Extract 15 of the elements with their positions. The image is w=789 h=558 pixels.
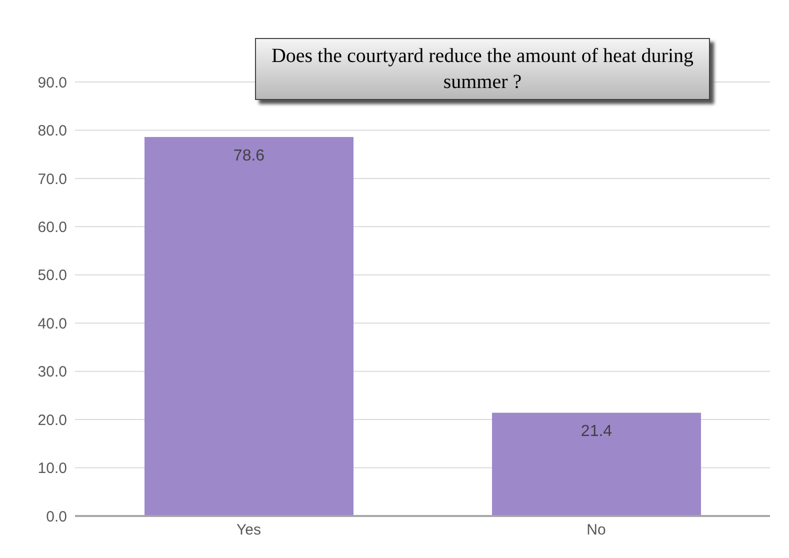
y-tick-label: 50.0 <box>38 267 67 284</box>
y-tick-label: 10.0 <box>38 460 67 478</box>
data-label: 78.6 <box>233 147 265 164</box>
y-tick-label: 0.0 <box>46 508 67 526</box>
y-tick-label: 70.0 <box>38 170 67 188</box>
y-tick-label: 80.0 <box>38 122 67 140</box>
data-label: 21.4 <box>580 423 612 440</box>
x-tick-label: No <box>586 522 606 539</box>
y-tick-label: 20.0 <box>38 412 67 429</box>
y-tick-label: 30.0 <box>38 364 67 381</box>
y-tick-label: 60.0 <box>38 218 67 236</box>
x-tick-label: Yes <box>236 522 261 539</box>
y-tick-label: 40.0 <box>38 315 67 332</box>
y-tick-label: 90.0 <box>38 74 67 92</box>
chart-title: Does the courtyard reduce the amount of heat during summer ? <box>255 38 710 100</box>
